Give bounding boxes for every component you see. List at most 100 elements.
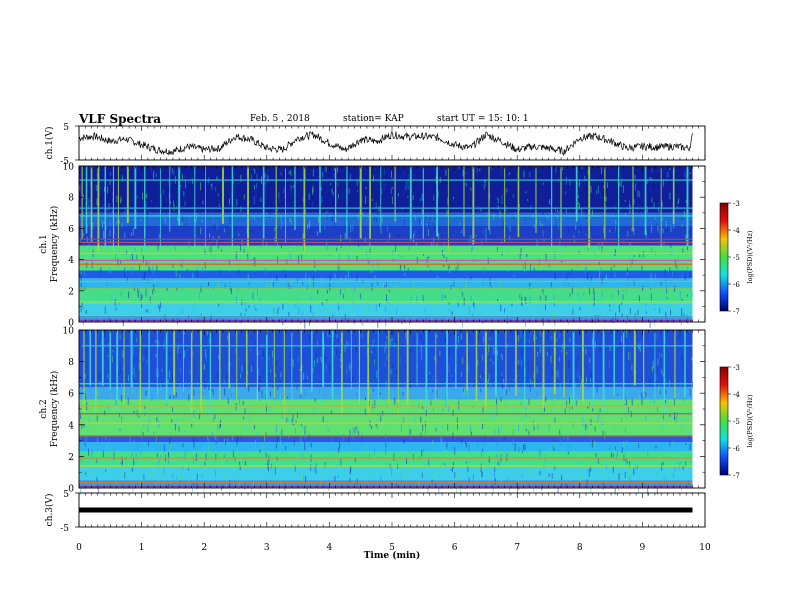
ch2-spectrogram-speck [625, 393, 627, 401]
ch1-spectrogram-speck [361, 321, 363, 325]
ch2-spectrogram-speck [645, 416, 647, 421]
ch1-spectrogram-speck [354, 285, 355, 292]
ch1-spectrogram-speck [423, 253, 424, 256]
ch2-spectrogram-speck [653, 399, 655, 404]
ch1-spectrogram-speck [344, 232, 346, 239]
ch2-spectrogram-speck [391, 469, 393, 477]
ch2-spectrogram-speck [393, 453, 395, 461]
ch1-spectrogram-speck [134, 288, 136, 291]
ch2-spectrogram-speck [180, 367, 181, 374]
ch1-spectrogram-speck [313, 282, 314, 288]
ch1-spectrogram-speck [637, 190, 639, 197]
ch1-spectrogram-speck [650, 273, 652, 280]
ch2-spectrogram-speck [566, 400, 568, 408]
ch2-spectrogram-speck [493, 346, 495, 355]
ch1-spectrogram-speck [628, 254, 630, 261]
ch2-spectrogram-speck [122, 388, 124, 396]
ch1-spectrogram-speck [461, 284, 463, 287]
ch1-spectrogram-speck [633, 228, 635, 235]
ch2-spectrogram-speck [97, 371, 99, 374]
ch1-spectrogram-speck [159, 298, 161, 303]
ch2-spectrogram-speck [270, 391, 271, 397]
ch1-spectrogram-speck [593, 173, 595, 181]
time-tick-label: 1 [139, 543, 145, 553]
ch1-spectrogram-speck [104, 306, 106, 314]
ch1-spectrogram-speck [406, 181, 408, 187]
ch2-spectrogram-speck [599, 408, 601, 413]
ch2-spectrogram-speck [147, 413, 149, 418]
ch1-spectrogram-speck [499, 305, 501, 309]
ch1-spectrogram-band [79, 270, 693, 279]
ch1-spectrogram-speck [151, 211, 152, 218]
ch2-spectrogram-speck [391, 415, 393, 423]
ch2-spectrogram-speck [402, 392, 404, 396]
ch2-spectrogram-speck [626, 330, 628, 338]
ch2-spectrogram-speck [196, 473, 198, 480]
ch2-spectrogram-speck [336, 348, 337, 356]
ch1-spectrogram-speck [224, 284, 226, 289]
ch1-spectrogram-speck [429, 184, 431, 193]
ch2-spectrogram-speck [83, 422, 85, 428]
ch2-spectrogram-speck [248, 386, 250, 392]
ch1-spectrogram-speck [185, 191, 186, 197]
ch1-spectrogram-speck [482, 183, 484, 187]
ch2-spectrogram-speck [627, 409, 629, 416]
ch2-spectrogram-speck [417, 480, 419, 486]
ch2-spectrogram-speck [572, 461, 574, 467]
ch1-spectrogram-speck [118, 220, 120, 224]
ch2-spectrogram-speck [495, 454, 497, 459]
ch1-spectrogram-speck [678, 198, 680, 203]
ch1-spectrogram-speck [428, 255, 430, 259]
ch2-spectrogram-speck [356, 391, 358, 397]
ch1-spectrogram-speck [88, 199, 90, 207]
ch2-spectrogram-speck [151, 469, 153, 477]
ch2-spectrogram-speck [629, 460, 631, 469]
ch2-spectrogram-speck [126, 339, 128, 343]
ch2-spectrogram-speck [441, 438, 442, 447]
ch1-spectrogram-speck [673, 288, 674, 297]
ch1-spectrogram-speck [453, 315, 455, 322]
ch2-spectrogram-speck [145, 390, 147, 396]
ch1-spectrogram-speck [182, 282, 184, 290]
ch2-spectrogram-speck [516, 375, 518, 378]
ch2-spectrogram-speck [286, 396, 288, 399]
ch2-spectrogram-speck [629, 467, 631, 474]
ch2-spectrogram-speck [468, 365, 470, 371]
ch1-spectrogram-speck [590, 294, 592, 297]
ch2-spectrogram-speck [601, 395, 603, 399]
ch2-spectrogram-speck [337, 337, 339, 342]
ch1-spectrogram-speck [533, 224, 535, 228]
ch1-spectrogram-speck [106, 279, 108, 287]
ch1-spectrogram-speck [676, 265, 678, 270]
ch1-spectrogram-speck [330, 239, 332, 244]
ch2-spectrogram-speck [179, 480, 181, 487]
ch2-spectrogram-speck [368, 400, 370, 408]
ch1-spectrogram-speck [669, 267, 671, 274]
ch2-spectrogram-speck [178, 426, 180, 432]
ch1-spectrogram-speck [348, 188, 350, 194]
ch1-spectrogram-speck [274, 227, 276, 231]
ch2-spectrogram-speck [240, 373, 241, 379]
ch2-spectrogram-speck [337, 426, 339, 431]
ch1-spectrogram-speck [364, 167, 366, 170]
ch2-spectrogram-speck [392, 390, 394, 397]
ch2-spectrogram-speck [342, 446, 343, 453]
ch1-spectrogram-speck [501, 166, 502, 169]
ch1-spectrogram-speck [129, 281, 131, 287]
ch1-spectrogram-speck [336, 321, 338, 329]
ch2-spectrogram-speck [492, 412, 493, 420]
ch2-spectrogram-speck [296, 383, 298, 390]
ch2-spectrogram-speck [518, 424, 519, 431]
ch1-spectrogram-speck [368, 260, 370, 266]
ch1-spectrogram-speck [676, 206, 678, 209]
ch2-spectrogram-speck [298, 440, 300, 444]
ch2-spectrogram-speck [412, 453, 414, 460]
ch2-spectrogram-speck [291, 419, 293, 425]
ch2-spectrogram-speck [427, 485, 429, 493]
ch2-spectrogram-speck [120, 463, 122, 470]
ch1-spectrogram-speck [136, 195, 138, 199]
ch2-spectrogram-speck [556, 338, 558, 341]
ch2-spectrogram-speck [193, 361, 195, 365]
ch1-spectrogram-speck [181, 310, 183, 314]
ch2-spectrogram-speck [111, 355, 113, 363]
